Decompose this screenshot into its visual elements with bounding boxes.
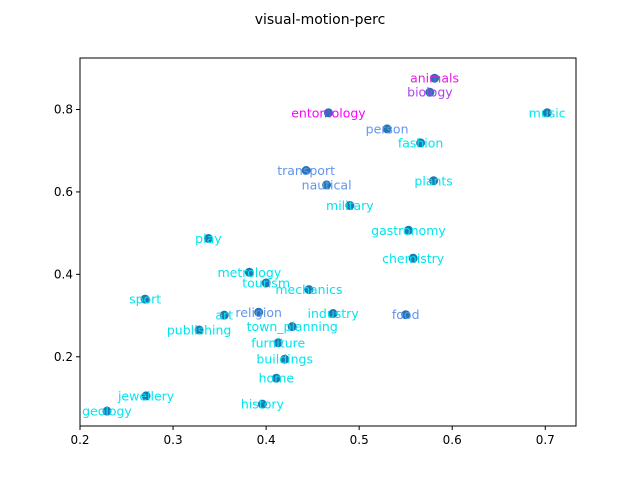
point-label: industry — [308, 306, 360, 321]
data-point — [140, 294, 150, 304]
data-point — [219, 310, 229, 320]
point-label: furniture — [251, 335, 305, 350]
x-tick-label: 0.2 — [70, 433, 89, 447]
point-label: home — [259, 371, 295, 386]
data-point — [345, 201, 355, 211]
x-tick-label: 0.4 — [257, 433, 276, 447]
data-point — [261, 278, 271, 288]
point-label: biology — [407, 85, 453, 100]
point-label: person — [366, 121, 409, 136]
data-point — [408, 253, 418, 263]
data-point — [301, 166, 311, 176]
point-label: buildings — [256, 352, 313, 367]
data-point — [304, 285, 314, 295]
data-point — [542, 108, 552, 118]
data-point — [280, 354, 290, 364]
point-label: entomology — [291, 105, 366, 120]
data-point — [328, 308, 338, 318]
y-tick-label: 0.8 — [54, 103, 73, 117]
point-label: gastronomy — [371, 223, 446, 238]
point-label: sport — [129, 292, 161, 307]
point-label: nautical — [302, 177, 352, 192]
data-point — [273, 338, 283, 348]
x-tick-label: 0.3 — [164, 433, 183, 447]
data-point — [429, 176, 439, 186]
point-label: fashion — [398, 135, 444, 150]
data-point — [141, 391, 151, 401]
point-label: play — [195, 231, 222, 246]
point-label: art — [215, 308, 233, 323]
point-label: food — [392, 307, 420, 322]
plot-area-frame — [79, 57, 577, 427]
point-label: town_planning — [247, 319, 338, 334]
data-point — [194, 325, 204, 335]
point-label: music — [529, 105, 566, 120]
point-label: history — [241, 397, 285, 412]
data-points — [102, 73, 552, 416]
data-point — [271, 373, 281, 383]
data-point — [254, 307, 264, 317]
point-label: military — [326, 198, 374, 213]
point-label: metrology — [217, 265, 281, 280]
y-tick-label: 0.6 — [54, 185, 73, 199]
x-tick-label: 0.5 — [350, 433, 369, 447]
data-point — [403, 225, 413, 235]
chart-title: visual-motion-perc — [255, 12, 386, 28]
x-tick-label: 0.6 — [443, 433, 462, 447]
data-point — [102, 406, 112, 416]
data-point — [244, 267, 254, 277]
point-label: geology — [82, 404, 132, 419]
point-label: plants — [414, 173, 452, 188]
point-label: tourism — [242, 276, 290, 291]
y-axis: 0.2 0.4 0.6 0.8 — [54, 103, 80, 364]
point-label: chemistry — [382, 251, 445, 266]
data-point — [382, 124, 392, 134]
data-point — [287, 322, 297, 332]
x-tick-label: 0.7 — [536, 433, 555, 447]
data-point — [430, 73, 440, 83]
point-label: mechanics — [275, 282, 342, 297]
data-point — [257, 399, 267, 409]
point-label: transport — [277, 163, 335, 178]
data-point — [401, 310, 411, 320]
point-label: jewellery — [117, 388, 175, 403]
point-label: animals — [410, 71, 459, 86]
data-point — [416, 138, 426, 148]
y-tick-label: 0.4 — [54, 267, 73, 281]
point-label: publishing — [167, 322, 232, 337]
x-axis: 0.2 0.3 0.4 0.5 0.6 0.7 — [70, 426, 555, 447]
data-point — [203, 233, 213, 243]
data-point — [322, 180, 332, 190]
data-point — [323, 108, 333, 118]
data-point — [425, 87, 435, 97]
y-tick-label: 0.2 — [54, 350, 73, 364]
point-label: religion — [235, 305, 281, 320]
